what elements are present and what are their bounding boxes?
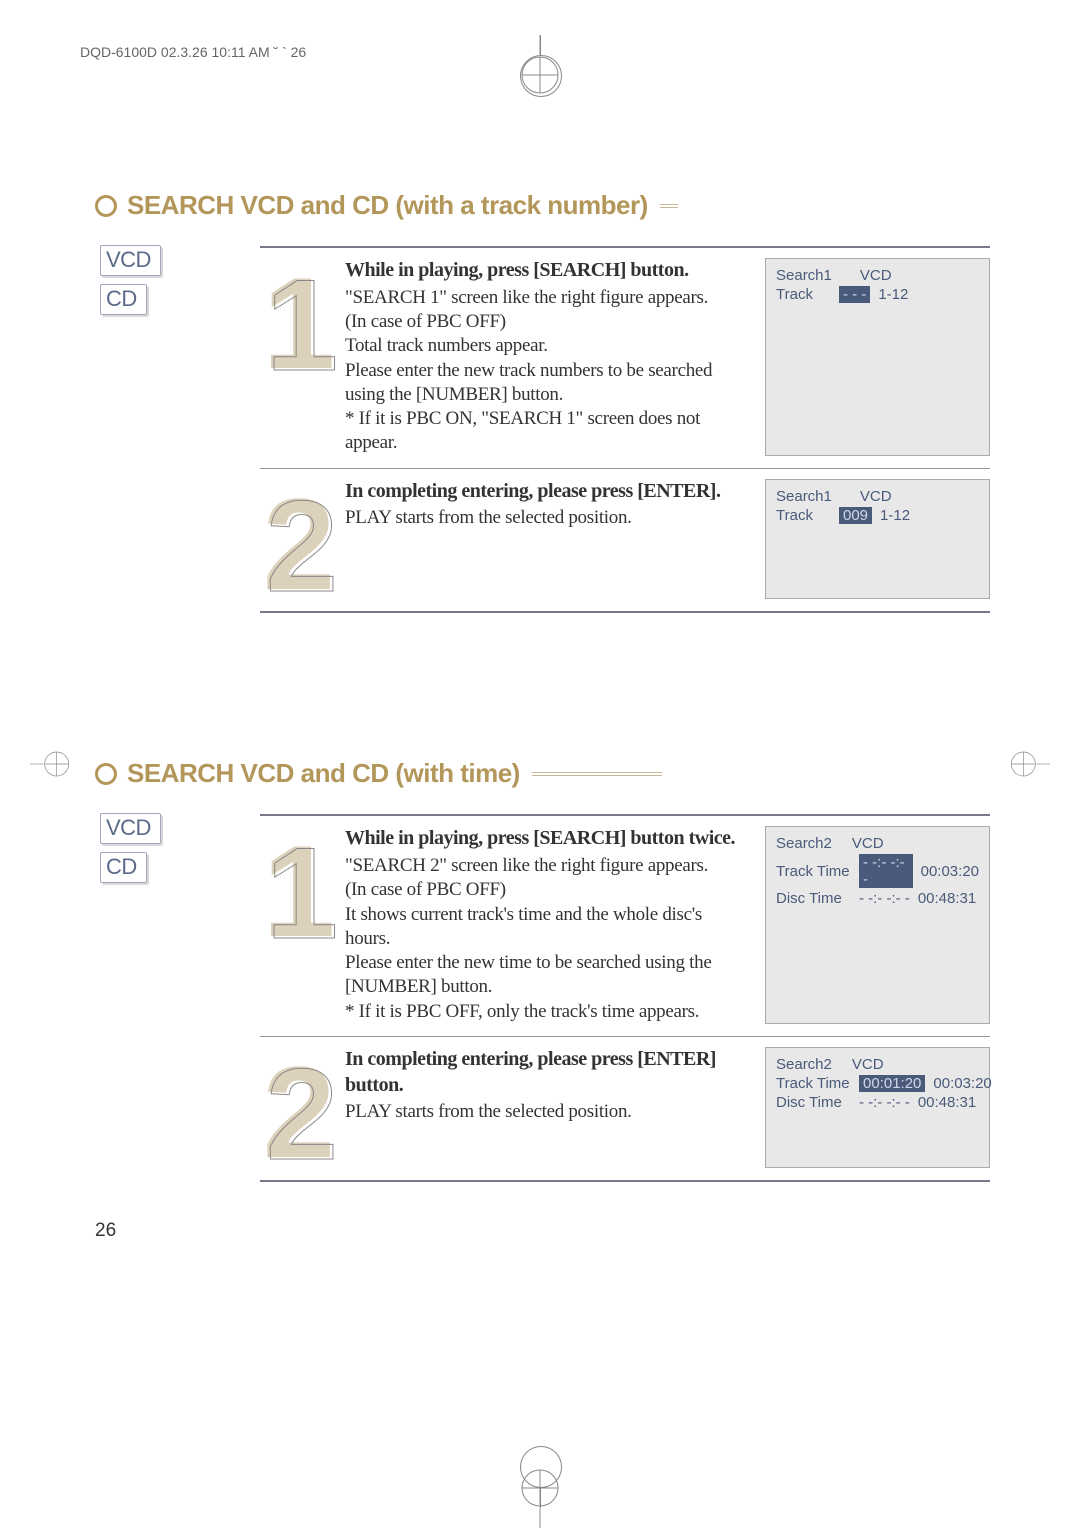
osd-type: VCD	[852, 1056, 884, 1073]
step-text-line: PLAY starts from the selected position.	[345, 506, 747, 530]
disc-badges: VCD CD	[100, 245, 161, 323]
step-body: In completing entering, please press [EN…	[330, 1047, 757, 1168]
osd-screen: Search1 VCD Track - - - 1-12	[765, 258, 990, 456]
osd-type: VCD	[860, 488, 892, 505]
step-text-line: * If it is PBC OFF, only the track's tim…	[345, 1000, 747, 1024]
step-body: While in playing, press [SEARCH] button.…	[330, 258, 757, 456]
step-1: 1 1 While in playing, press [SEARCH] but…	[260, 816, 990, 1037]
step-number: 2 2	[260, 1057, 330, 1168]
osd-type: VCD	[860, 267, 892, 284]
step-heading: In completing entering, please press [EN…	[345, 1047, 747, 1098]
osd-screen: Search2 VCD Track Time - -:- -:- - 00:03…	[765, 826, 990, 1024]
steps-list: 1 1 While in playing, press [SEARCH] but…	[260, 814, 990, 1181]
page-number: 26	[95, 1220, 116, 1242]
steps-list: 1 1 While in playing, press [SEARCH] but…	[260, 246, 990, 613]
badge-vcd: VCD	[100, 245, 161, 276]
section-title: SEARCH VCD and CD (with time)	[95, 758, 990, 789]
step-number: 1 1	[260, 268, 330, 379]
document-header: DQD-6100D 02.3.26 10:11 AM ˘ ` 26	[80, 44, 306, 60]
step-number: 1 1	[260, 836, 330, 947]
osd-label: Track	[776, 286, 831, 303]
osd-title: Search1	[776, 267, 832, 284]
bullet-icon	[95, 763, 117, 785]
osd-label: Disc Time	[776, 1094, 851, 1111]
osd-highlight: - - -	[839, 286, 870, 303]
step-text-line: * If it is PBC ON, "SEARCH 1" screen doe…	[345, 407, 747, 431]
osd-label: Track	[776, 507, 831, 524]
step-text-line: PLAY starts from the selected position.	[345, 1100, 747, 1124]
crop-mark-right	[1010, 744, 1050, 784]
step-body: While in playing, press [SEARCH] button …	[330, 826, 757, 1024]
section-title: SEARCH VCD and CD (with a track number)	[95, 190, 990, 221]
osd-value: 00:03:20	[933, 1075, 991, 1092]
page-content: SEARCH VCD and CD (with a track number) …	[95, 190, 990, 1182]
osd-value: 00:03:20	[921, 863, 979, 880]
section-time: SEARCH VCD and CD (with time) VCD CD 1 1…	[95, 758, 990, 1181]
osd-value: 00:48:31	[918, 1094, 976, 1111]
step-text-line: Total track numbers appear.	[345, 334, 747, 358]
badge-vcd: VCD	[100, 813, 161, 844]
step-2: 2 2 In completing entering, please press…	[260, 469, 990, 614]
osd-label: Track Time	[776, 863, 851, 880]
step-heading: While in playing, press [SEARCH] button …	[345, 826, 747, 852]
section-title-text: SEARCH VCD and CD (with a track number)	[127, 190, 648, 221]
step-heading: In completing entering, please press [EN…	[345, 479, 747, 505]
osd-title: Search2	[776, 835, 832, 852]
step-heading: While in playing, press [SEARCH] button.	[345, 258, 747, 284]
osd-value: 1-12	[880, 507, 910, 524]
osd-title: Search2	[776, 1056, 832, 1073]
step-number: 2 2	[260, 489, 330, 600]
badge-cd: CD	[100, 284, 147, 315]
disc-badges: VCD CD	[100, 813, 161, 891]
crop-mark-bottom	[520, 1468, 560, 1508]
osd-type: VCD	[852, 835, 884, 852]
step-text-line: "SEARCH 2" screen like the right figure …	[345, 854, 747, 878]
osd-screen: Search1 VCD Track 009 1-12	[765, 479, 990, 600]
crop-mark-left	[30, 744, 70, 784]
step-text-line: Please enter the new track numbers to be…	[345, 359, 747, 408]
osd-value: 00:48:31	[918, 890, 976, 907]
step-1: 1 1 While in playing, press [SEARCH] but…	[260, 248, 990, 469]
osd-highlight: 009	[839, 507, 872, 524]
step-text-line: (In case of PBC OFF)	[345, 878, 747, 902]
osd-plain: - -:- -:- -	[859, 1094, 910, 1111]
osd-plain: - -:- -:- -	[859, 890, 910, 907]
title-line-decoration	[660, 204, 678, 208]
bullet-icon	[95, 195, 117, 217]
section-title-text: SEARCH VCD and CD (with time)	[127, 758, 520, 789]
osd-value: 1-12	[878, 286, 908, 303]
step-text-line: "SEARCH 1" screen like the right figure …	[345, 286, 747, 310]
osd-highlight: - -:- -:- -	[859, 854, 913, 888]
osd-label: Track Time	[776, 1075, 851, 1092]
osd-title: Search1	[776, 488, 832, 505]
badge-cd: CD	[100, 852, 147, 883]
step-body: In completing entering, please press [EN…	[330, 479, 757, 600]
title-line-decoration	[532, 772, 662, 776]
section-track-number: SEARCH VCD and CD (with a track number) …	[95, 190, 990, 613]
step-text-line: It shows current track's time and the wh…	[345, 903, 747, 952]
step-text-line: (In case of PBC OFF)	[345, 310, 747, 334]
osd-label: Disc Time	[776, 890, 851, 907]
crop-mark-top	[520, 35, 560, 75]
osd-screen: Search2 VCD Track Time 00:01:20 00:03:20…	[765, 1047, 990, 1168]
step-text-line: appear.	[345, 431, 747, 455]
step-text-line: Please enter the new time to be searched…	[345, 951, 747, 1000]
osd-highlight: 00:01:20	[859, 1075, 925, 1092]
step-2: 2 2 In completing entering, please press…	[260, 1037, 990, 1182]
